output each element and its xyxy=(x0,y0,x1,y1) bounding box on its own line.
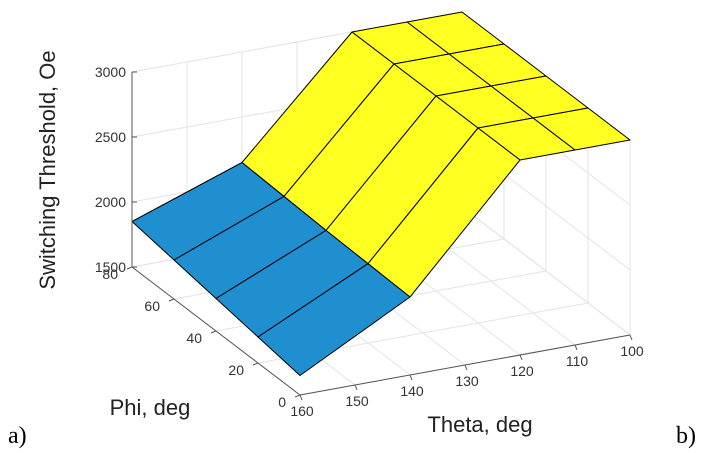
tick-mark xyxy=(168,298,175,302)
surface-face xyxy=(257,263,411,376)
tick-mark xyxy=(354,384,358,391)
z-tick-label: 2000 xyxy=(95,194,126,210)
panel-tag: b) xyxy=(676,423,696,449)
axes: 1500 2000 2500 3000 0 20 40 60 80 100 110 120 130 140… xyxy=(95,64,644,419)
y-tick-label: 60 xyxy=(144,298,160,314)
x-tick-label: 110 xyxy=(566,353,589,369)
tick-mark xyxy=(210,330,217,334)
z-tick-label: 2500 xyxy=(95,129,126,145)
tick-mark xyxy=(629,334,633,341)
y-tick-label: 0 xyxy=(278,394,286,410)
x-tick-label: 160 xyxy=(290,403,314,419)
x-axis-title: Theta, deg xyxy=(427,412,532,437)
x-tick-label: 100 xyxy=(620,343,644,359)
z-axis-title: Switching Threshold, Oe xyxy=(35,50,60,289)
x-tick-label: 120 xyxy=(510,363,534,379)
panel-tag: a) xyxy=(8,423,27,449)
tick-mark xyxy=(574,344,578,351)
tick-mark xyxy=(294,394,301,398)
surface xyxy=(131,11,631,376)
tick-mark xyxy=(252,362,259,366)
tick-mark xyxy=(299,394,303,401)
x-tick-label: 130 xyxy=(455,373,479,389)
y-tick-label: 80 xyxy=(102,266,118,282)
z-tick-label: 3000 xyxy=(95,64,126,80)
tick-mark xyxy=(464,364,468,371)
tick-mark xyxy=(126,266,133,270)
y-tick-label: 40 xyxy=(186,330,202,346)
z-tick-label: 1500 xyxy=(95,259,126,275)
y-axis-title: Phi, deg xyxy=(110,395,191,420)
tick-mark xyxy=(409,374,413,381)
x-tick-label: 150 xyxy=(345,393,369,409)
x-tick-label: 140 xyxy=(400,383,424,399)
y-tick-label: 20 xyxy=(228,362,244,378)
tick-mark xyxy=(519,354,523,361)
